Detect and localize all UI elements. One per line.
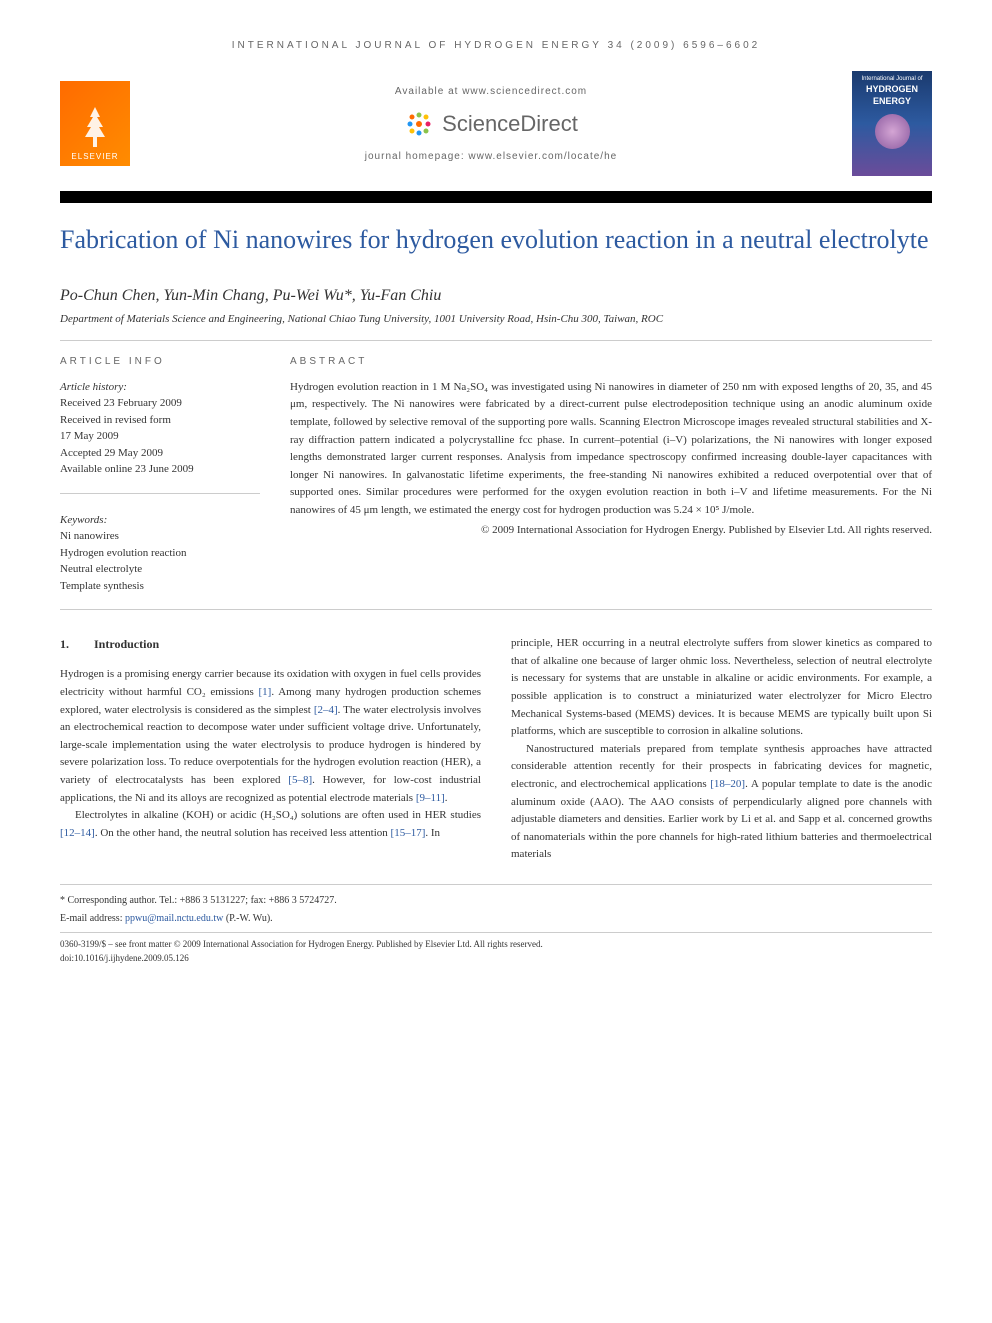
abstract-text: Hydrogen evolution reaction in 1 M Na₂SO… (290, 379, 932, 520)
author-list: Po-Chun Chen, Yun-Min Chang, Pu-Wei Wu*,… (60, 287, 932, 305)
accepted-date: Accepted 29 May 2009 (60, 445, 260, 462)
body-paragraph: principle, HER occurring in a neutral el… (511, 635, 932, 741)
body-column-left: 1. Introduction Hydrogen is a promising … (60, 635, 481, 864)
article-info-heading: ARTICLE INFO (60, 356, 260, 367)
article-title: Fabrication of Ni nanowires for hydrogen… (60, 223, 932, 257)
divider (60, 340, 932, 341)
section-title: Introduction (94, 635, 159, 654)
keyword-2: Hydrogen evolution reaction (60, 545, 260, 562)
publisher-banner: ELSEVIER Available at www.sciencedirect.… (60, 71, 932, 176)
keyword-1: Ni nanowires (60, 528, 260, 545)
body-paragraph: Nanostructured materials prepared from t… (511, 741, 932, 864)
citation-link[interactable]: [9–11] (416, 792, 445, 804)
email-label: E-mail address: (60, 913, 125, 924)
footer-section: * Corresponding author. Tel.: +886 3 513… (60, 884, 932, 965)
doi: doi:10.1016/j.ijhydene.2009.05.126 (60, 952, 932, 966)
footer-bottom: 0360-3199/$ – see front matter © 2009 In… (60, 932, 932, 965)
cover-title-1: HYDROGEN (866, 84, 918, 94)
abstract-copyright: © 2009 International Association for Hyd… (290, 524, 932, 536)
history-label: Article history: (60, 379, 260, 396)
keyword-4: Template synthesis (60, 578, 260, 595)
cover-subtitle: International Journal of (861, 76, 922, 82)
info-divider (60, 493, 260, 494)
cover-graphic-icon (875, 114, 910, 149)
sciencedirect-text: ScienceDirect (442, 111, 578, 137)
body-column-right: principle, HER occurring in a neutral el… (511, 635, 932, 864)
citation-link[interactable]: [12–14] (60, 827, 95, 839)
body-paragraph: Electrolytes in alkaline (KOH) or acidic… (60, 807, 481, 842)
issn-copyright: 0360-3199/$ – see front matter © 2009 In… (60, 938, 932, 952)
body-text-columns: 1. Introduction Hydrogen is a promising … (60, 635, 932, 864)
citation-link[interactable]: [2–4] (314, 704, 338, 716)
revised-line1: Received in revised form (60, 412, 260, 429)
sciencedirect-dots-icon (404, 109, 434, 139)
revised-line2: 17 May 2009 (60, 428, 260, 445)
journal-homepage-text: journal homepage: www.elsevier.com/locat… (130, 151, 852, 162)
elsevier-logo[interactable]: ELSEVIER (60, 81, 130, 166)
elsevier-label: ELSEVIER (71, 152, 118, 161)
section-heading: 1. Introduction (60, 635, 481, 654)
journal-cover-thumbnail[interactable]: International Journal of HYDROGEN ENERGY (852, 71, 932, 176)
citation-link[interactable]: [15–17] (391, 827, 426, 839)
citation-link[interactable]: [1] (259, 686, 272, 698)
email-author-suffix: (P.-W. Wu). (223, 913, 272, 924)
abstract-heading: ABSTRACT (290, 356, 932, 367)
email-link[interactable]: ppwu@mail.nctu.edu.tw (125, 913, 223, 924)
keywords-block: Keywords: Ni nanowires Hydrogen evolutio… (60, 512, 260, 595)
keyword-3: Neutral electrolyte (60, 561, 260, 578)
info-abstract-section: ARTICLE INFO Article history: Received 2… (60, 356, 932, 595)
email-line: E-mail address: ppwu@mail.nctu.edu.tw (P… (60, 911, 932, 926)
sciencedirect-logo[interactable]: ScienceDirect (130, 109, 852, 139)
online-date: Available online 23 June 2009 (60, 461, 260, 478)
center-publisher-info: Available at www.sciencedirect.com Scien… (130, 86, 852, 162)
abstract-column: ABSTRACT Hydrogen evolution reaction in … (290, 356, 932, 595)
received-date: Received 23 February 2009 (60, 395, 260, 412)
article-info-column: ARTICLE INFO Article history: Received 2… (60, 356, 260, 595)
article-history-block: Article history: Received 23 February 20… (60, 379, 260, 478)
journal-reference-header: INTERNATIONAL JOURNAL OF HYDROGEN ENERGY… (60, 40, 932, 51)
citation-link[interactable]: [18–20] (710, 778, 745, 790)
separator-bar (60, 191, 932, 203)
body-paragraph: Hydrogen is a promising energy carrier b… (60, 666, 481, 807)
affiliation: Department of Materials Science and Engi… (60, 313, 932, 325)
section-number: 1. (60, 635, 69, 654)
elsevier-tree-icon (75, 102, 115, 152)
cover-title-2: ENERGY (873, 96, 911, 106)
citation-link[interactable]: [5–8] (288, 774, 312, 786)
divider (60, 609, 932, 610)
keywords-label: Keywords: (60, 512, 260, 529)
corresponding-author: * Corresponding author. Tel.: +886 3 513… (60, 893, 932, 908)
available-at-text: Available at www.sciencedirect.com (130, 86, 852, 97)
